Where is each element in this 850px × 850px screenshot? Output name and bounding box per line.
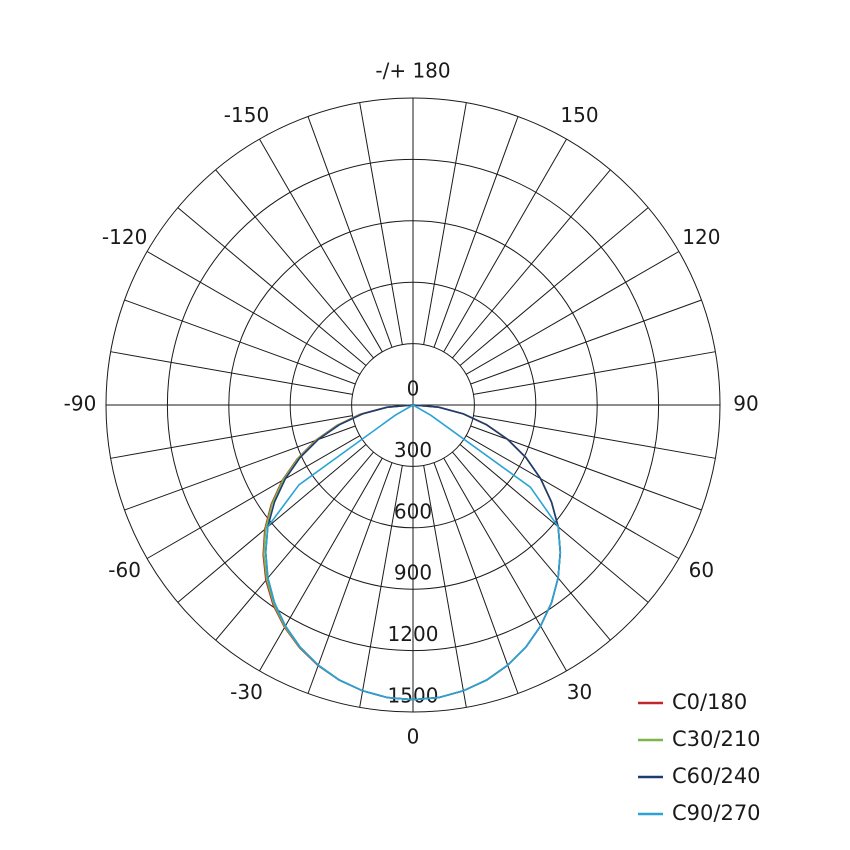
grid-spoke	[452, 451, 611, 641]
grid-spoke	[146, 435, 361, 559]
angle-tick-label: -/+ 180	[375, 59, 450, 83]
grid-spoke	[359, 102, 403, 345]
legend-label: C60/240	[672, 764, 761, 788]
angle-tick-label: 150	[560, 103, 598, 127]
angle-tick-label: -120	[102, 225, 147, 249]
grid-spoke	[259, 138, 383, 353]
grid-spoke	[215, 169, 374, 359]
angle-tick-label: -60	[108, 558, 141, 582]
grid-spoke	[110, 351, 353, 395]
legend-label: C90/270	[672, 801, 761, 825]
r-tick-label: 300	[394, 438, 432, 462]
grid-spoke	[423, 102, 467, 345]
r-tick-label: 600	[394, 499, 432, 523]
angle-tick-label: 90	[733, 392, 758, 416]
angle-tick-label: 0	[407, 725, 420, 749]
grid-spoke	[177, 207, 367, 366]
curve	[264, 404, 562, 701]
grid-spoke	[433, 116, 519, 348]
r-tick-label: 0	[407, 377, 420, 401]
grid-spoke	[259, 457, 383, 672]
grid-spoke	[215, 451, 374, 641]
r-tick-label: 900	[394, 561, 432, 585]
legend-label: C30/210	[672, 727, 761, 751]
legend-label: C0/180	[672, 690, 747, 714]
grid-spoke	[443, 457, 567, 672]
angle-tick-label: 60	[689, 558, 714, 582]
grid-spoke	[146, 251, 361, 375]
grid-spoke	[433, 462, 519, 694]
grid-spoke	[307, 116, 393, 348]
grid-spoke	[459, 444, 649, 603]
grid-spoke	[307, 462, 393, 694]
grid-spoke	[110, 415, 353, 459]
angle-tick-label: -90	[64, 392, 97, 416]
grid-spoke	[465, 251, 680, 375]
grid-spoke	[177, 444, 367, 603]
grid-spoke	[465, 435, 680, 559]
grid-spoke	[470, 299, 702, 385]
angle-tick-label: 120	[682, 225, 720, 249]
grid-spoke	[459, 207, 649, 366]
grid-spoke	[452, 169, 611, 359]
angle-tick-label: -150	[224, 103, 269, 127]
grid-spoke	[473, 415, 716, 459]
grid-spoke	[473, 351, 716, 395]
angle-tick-label: 30	[567, 680, 592, 704]
grid-spoke	[124, 299, 356, 385]
angle-tick-label: -30	[230, 680, 263, 704]
grid-spoke	[423, 465, 467, 708]
grid-spoke	[443, 138, 567, 353]
r-tick-label: 1200	[388, 622, 439, 646]
grid-spoke	[359, 465, 403, 708]
r-tick-label: 1500	[388, 684, 439, 708]
